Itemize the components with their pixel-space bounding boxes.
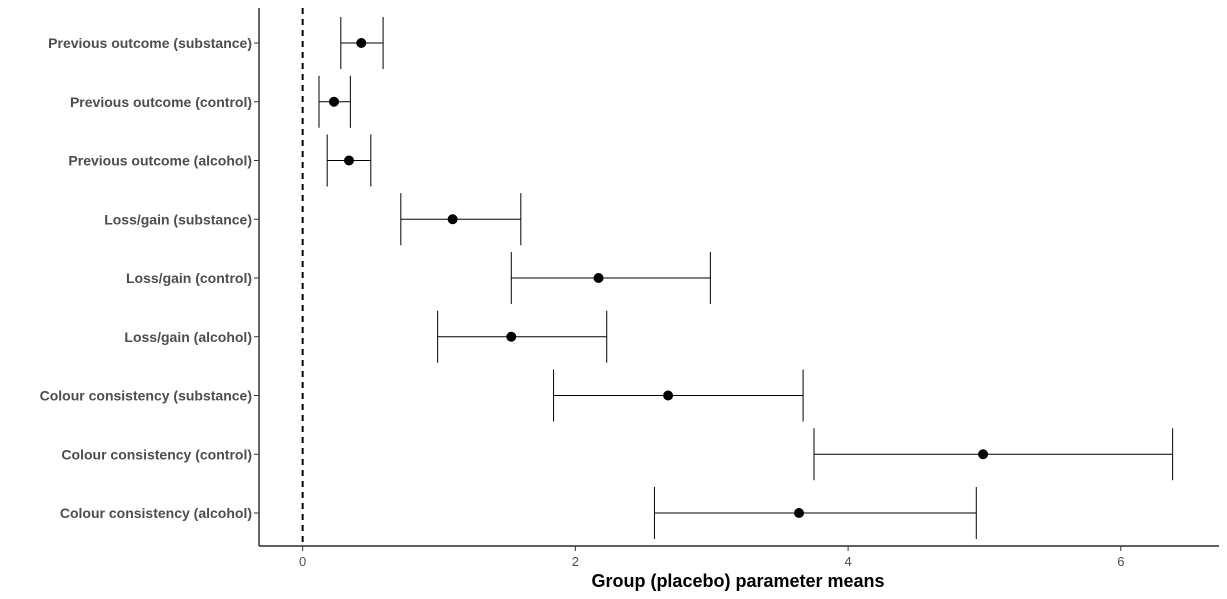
mean-point: [447, 214, 458, 225]
category-label: Colour consistency (control): [61, 446, 252, 462]
x-tick-label: 4: [844, 554, 851, 569]
x-tick-label: 2: [572, 554, 579, 569]
mean-point: [794, 508, 804, 518]
mean-point: [356, 38, 367, 48]
category-label: Colour consistency (alcohol): [60, 505, 252, 521]
x-axis-title: Group (placebo) parameter means: [591, 571, 884, 591]
x-tick-label: 6: [1117, 554, 1124, 569]
x-tick-label: 0: [299, 554, 306, 569]
category-label: Previous outcome (alcohol): [68, 153, 252, 169]
category-label: Loss/gain (substance): [104, 211, 252, 227]
category-label: Previous outcome (control): [70, 94, 252, 110]
plot-labels-layer: 0 2 4 6 Previous outcome (substance) Previous…: [40, 35, 1125, 569]
mean-point: [506, 331, 517, 342]
category-label: Colour consistency (substance): [40, 388, 252, 404]
category-label: Loss/gain (control): [126, 270, 252, 286]
category-label: Loss/gain (alcohol): [124, 329, 252, 345]
plot-marks-layer: [318, 17, 1174, 539]
mean-point: [663, 390, 674, 401]
mean-point: [344, 155, 354, 166]
mean-point: [593, 273, 604, 283]
plot-lines-layer: [254, 8, 1219, 551]
mean-point: [978, 449, 989, 460]
category-label: Previous outcome (substance): [48, 35, 252, 51]
mean-point: [329, 96, 339, 107]
